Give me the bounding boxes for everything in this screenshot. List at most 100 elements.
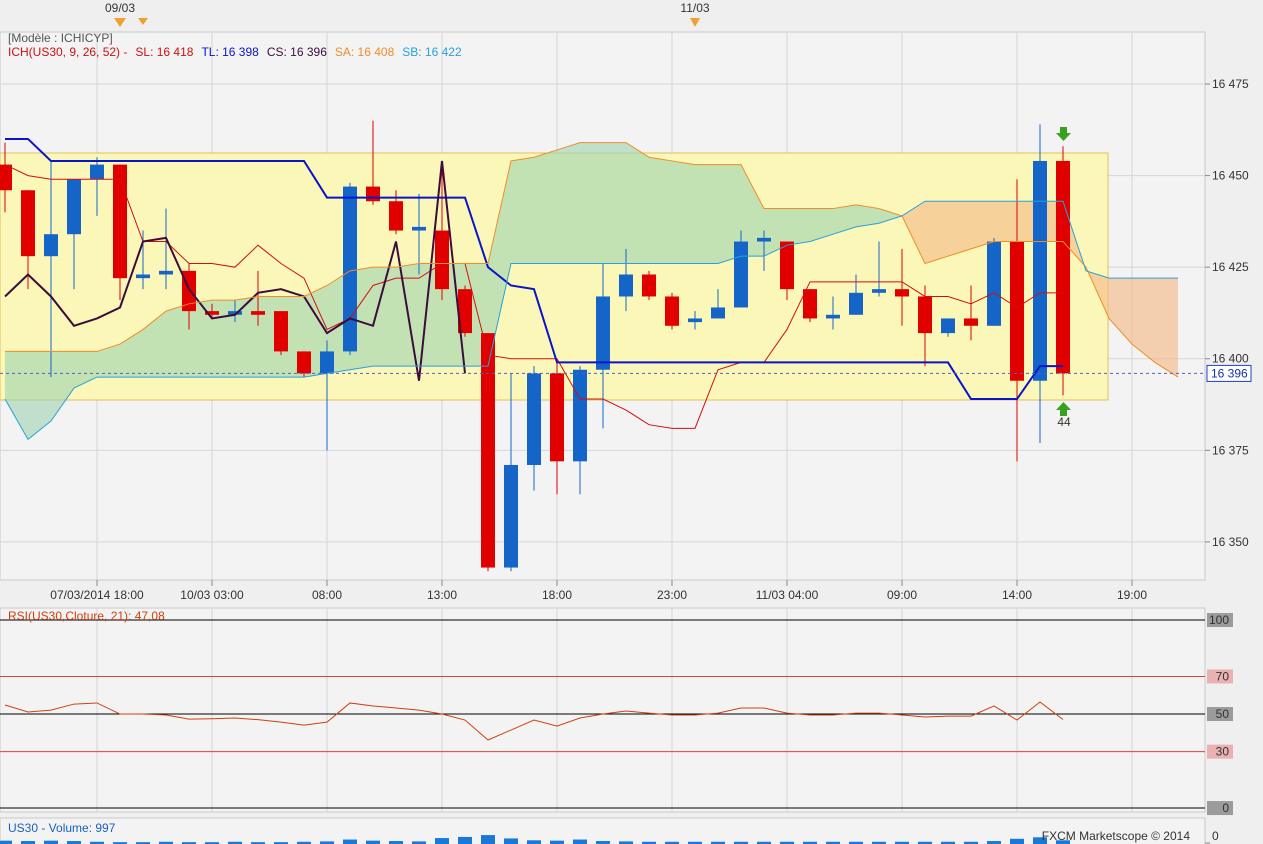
candle-body <box>826 314 840 319</box>
data-layer: 16 350 16 375 16 400 16 425 16 450 16 475 16 3… <box>0 45 1252 844</box>
volume-bar <box>757 841 771 844</box>
candle-body <box>872 289 886 293</box>
volume-bar <box>21 841 35 844</box>
x-tick-label: 18:00 <box>542 588 572 602</box>
volume-bar <box>642 841 656 844</box>
candle-body <box>297 351 311 374</box>
cloud-segment <box>28 351 51 440</box>
candle-body <box>1033 160 1047 381</box>
candle-body <box>596 296 610 370</box>
candle-body <box>734 241 748 308</box>
cloud-segment <box>97 344 120 378</box>
y-tick-label: 50 <box>1216 707 1230 721</box>
x-tick-label: 08:00 <box>312 588 342 602</box>
volume-bar <box>596 841 610 844</box>
cloud-segment <box>143 311 166 378</box>
volume-bar <box>527 840 541 844</box>
cloud-segment <box>833 204 856 235</box>
volume-bar <box>297 841 311 844</box>
candle-body <box>550 373 564 462</box>
cloud-segment <box>925 201 948 264</box>
candle-body <box>780 241 794 290</box>
cloud-segment <box>649 157 672 264</box>
candle-body <box>619 274 633 297</box>
panel-title: US30 - Volume: 997 <box>8 821 116 835</box>
volume-bar <box>1010 838 1024 844</box>
volume-bar <box>389 841 403 844</box>
volume-bar <box>941 841 955 844</box>
candle-body <box>251 311 265 315</box>
candle-body <box>642 274 656 297</box>
indicator-line <box>5 137 1063 401</box>
candle-body <box>21 190 35 257</box>
cloud-segment <box>212 300 235 378</box>
volume-bar <box>458 836 472 844</box>
volume-bar <box>550 840 564 844</box>
volume-bar <box>504 838 518 844</box>
volume-bar <box>159 841 173 844</box>
volume-bar <box>1033 837 1047 844</box>
rsi-tick-box <box>1207 801 1233 816</box>
event-marker <box>690 18 700 27</box>
volume-bar <box>44 840 58 844</box>
cloud-segment <box>626 142 649 264</box>
volume-bar <box>872 841 886 844</box>
indicator-line <box>4 200 1178 441</box>
volume-bar <box>320 841 334 844</box>
volume-bar <box>619 841 633 844</box>
volume-bar <box>251 842 265 844</box>
rsi-plot-area <box>0 607 1206 813</box>
cloud-segment <box>511 157 534 264</box>
annotation: 44 <box>1057 415 1071 429</box>
volume-bar <box>1056 840 1070 844</box>
candle-body <box>343 186 357 352</box>
panel-title: RSI(US30,Cloture, 21): 47,08 <box>8 609 165 623</box>
volume-bar <box>113 842 127 844</box>
model-label: [Modèle : ICHICYP] <box>8 31 113 45</box>
volume-bar <box>0 840 12 844</box>
volume-bar <box>136 842 150 844</box>
cloud-segment <box>166 303 189 378</box>
candle-body <box>412 226 426 231</box>
volume-bar <box>90 841 104 844</box>
cloud-segment <box>948 201 971 257</box>
cloud-segment <box>810 208 833 242</box>
y-tick-label: 0 <box>1212 829 1219 843</box>
volume-bar <box>228 841 242 844</box>
volume-bar <box>343 839 357 844</box>
x-tick-label: 23:00 <box>657 588 687 602</box>
rsi-tick-box <box>1207 744 1233 759</box>
candle-body <box>90 164 104 180</box>
candle-body <box>688 318 702 323</box>
volume-bar <box>918 841 932 844</box>
x-tick-label: 14:00 <box>1002 588 1032 602</box>
cloud-segment <box>534 149 557 264</box>
y-tick-label: 16 350 <box>1212 535 1249 549</box>
volume-bar <box>205 842 219 844</box>
volume-bar <box>481 835 495 844</box>
cloud-segment <box>74 351 97 389</box>
top-date-label: 09/03 <box>105 1 135 15</box>
cloud-segment <box>718 164 741 264</box>
cloud-segment <box>695 164 718 264</box>
candle-body <box>366 186 380 202</box>
candle-body <box>527 373 541 465</box>
cloud-segment <box>189 300 212 378</box>
y-tick-label: 16 425 <box>1212 260 1249 274</box>
cloud-segment <box>557 142 580 264</box>
cloud-segment <box>373 267 396 367</box>
x-tick-label: 13:00 <box>427 588 457 602</box>
rsi-line <box>4 701 1064 741</box>
candle-body <box>665 296 679 326</box>
volume-bar <box>849 841 863 844</box>
rsi-tick-box <box>1207 613 1233 628</box>
x-tick-label: 11/03 04:00 <box>756 588 819 602</box>
candle-body <box>1010 241 1024 381</box>
top-date-label: 11/03 <box>680 1 709 15</box>
y-tick-label: 16 475 <box>1212 77 1249 91</box>
volume-bar <box>964 841 978 844</box>
cloud-segment <box>879 208 902 224</box>
x-tick-label: 10/03 03:00 <box>180 588 244 602</box>
